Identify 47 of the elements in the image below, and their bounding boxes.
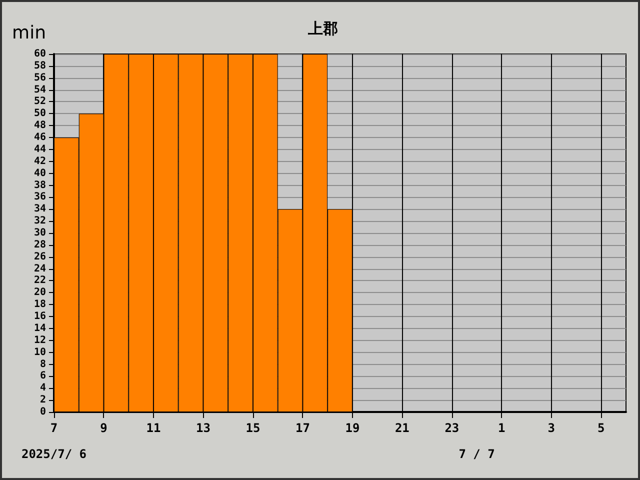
y-tick-label: 40 [34, 168, 46, 179]
y-tick-label: 16 [34, 311, 46, 322]
x-tick-label: 19 [345, 421, 360, 435]
y-tick-label: 14 [34, 322, 46, 334]
y-tick-label: 46 [34, 132, 46, 144]
y-tick-label: 30 [34, 228, 46, 238]
y-tick-label: 20 [34, 287, 46, 298]
x-tick-label: 11 [146, 421, 161, 435]
text: 2025/7/ 6 [21, 447, 87, 461]
x-tick-label: 15 [246, 421, 260, 435]
y-tick-label: 24 [34, 263, 46, 274]
x-tick-label: 7 [50, 421, 58, 435]
x-tick-label: 23 [444, 421, 460, 435]
text: 7 / 7 [458, 447, 495, 461]
y-tick-label: 36 [34, 192, 46, 203]
x-tick-label: 9 [100, 421, 108, 435]
x-tick-label: 21 [394, 421, 410, 435]
x-tick-label: 3 [548, 421, 556, 435]
y-tick-label: 4 [40, 382, 46, 394]
y-tick-label: 2 [40, 394, 46, 406]
y-tick-label: 58 [34, 60, 46, 72]
y-tick-label: 8 [40, 358, 46, 370]
y-tick-label: 60 [34, 48, 46, 60]
y-tick-label: 34 [34, 204, 46, 215]
x-tick-label: 17 [295, 421, 310, 435]
chart-title: 上郡 [307, 20, 338, 38]
y-tick-label: 44 [34, 144, 46, 155]
y-tick-label: 32 [34, 216, 46, 227]
y-tick-label: 28 [34, 239, 46, 250]
y-tick-label: 56 [34, 72, 46, 84]
y-tick-label: 22 [34, 275, 46, 286]
y-tick-label: 42 [34, 156, 46, 167]
y-tick-label: 50 [34, 108, 46, 120]
y-tick-label: 26 [34, 251, 46, 262]
y-tick-label: 54 [34, 84, 46, 96]
y-tick-label: 38 [34, 180, 46, 191]
y-tick-label: 0 [40, 406, 46, 418]
x-tick-label: 5 [598, 421, 605, 435]
y-axis-title: min [12, 22, 46, 44]
y-tick-label: 18 [34, 299, 46, 310]
y-tick-label: 10 [34, 346, 46, 358]
y-tick-label: 12 [34, 334, 46, 346]
x-tick-label: 1 [498, 421, 506, 435]
y-tick-label: 48 [34, 120, 46, 132]
y-tick-label: 6 [40, 370, 46, 382]
x-tick-label: 13 [196, 421, 210, 435]
y-tick-label: 52 [34, 96, 46, 108]
